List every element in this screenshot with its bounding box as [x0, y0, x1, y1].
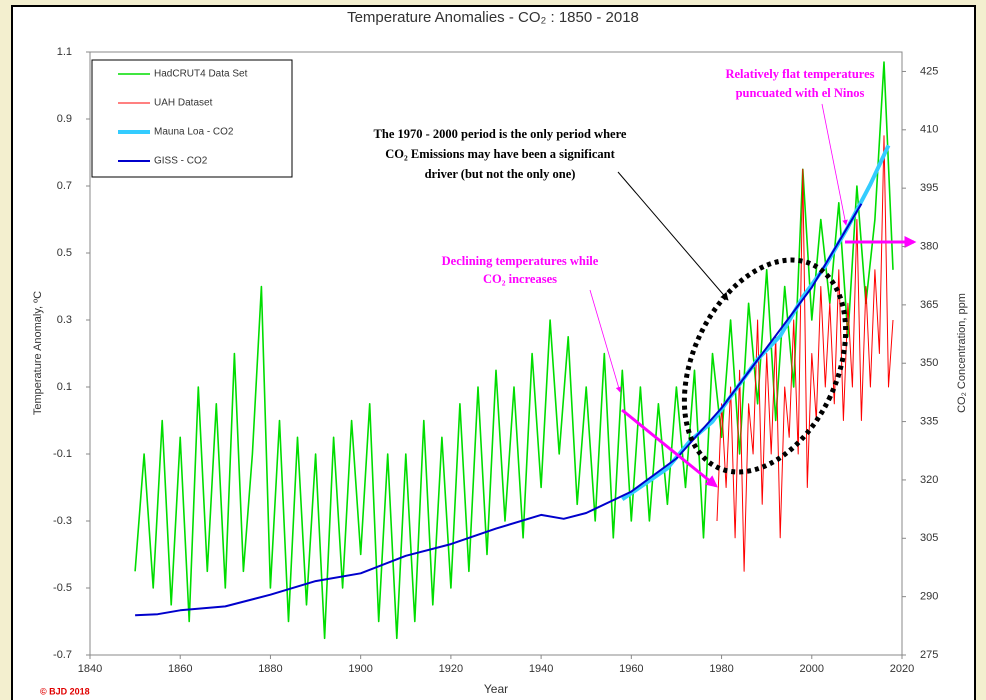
x-tick-label: 2020	[890, 663, 914, 675]
y2-tick-label: 425	[920, 65, 938, 77]
y2-tick-label: 335	[920, 415, 938, 427]
legend-label: HadCRUT4 Data Set	[154, 69, 248, 80]
y2-tick-label: 410	[920, 124, 938, 136]
chart-title: Temperature Anomalies - CO₂ : 1850 - 201…	[347, 9, 639, 26]
pointer-arrow	[617, 171, 729, 301]
y2-axis-label: CO₂ Concentration, ppm	[956, 293, 968, 413]
annotation: Relatively flat temperatures	[725, 67, 874, 81]
x-tick-label: 1840	[78, 663, 102, 675]
x-tick-label: 1920	[439, 663, 463, 675]
y-tick-label: 1.1	[57, 46, 72, 58]
x-tick-label: 1940	[529, 663, 553, 675]
y-tick-label: 0.9	[57, 113, 72, 125]
copyright: © BJD 2018	[40, 686, 90, 696]
y-tick-label: 0.1	[57, 381, 72, 393]
plot	[134, 61, 894, 640]
y-tick-label: 0.3	[57, 314, 72, 326]
y-tick-label: -0.7	[53, 649, 72, 661]
y2-tick-label: 305	[920, 532, 938, 544]
y2-tick-label: 275	[920, 649, 938, 661]
y-tick-label: -0.1	[53, 448, 72, 460]
y-tick-label: -0.5	[53, 582, 72, 594]
x-tick-label: 2000	[800, 663, 824, 675]
legend-label: Mauna Loa - CO2	[154, 127, 234, 138]
plot-area	[89, 51, 903, 656]
period-ellipse	[681, 257, 849, 475]
series-line	[134, 61, 894, 640]
x-tick-label: 1880	[258, 663, 282, 675]
y2-tick-label: 290	[920, 591, 938, 603]
legend	[91, 59, 293, 178]
y2-tick-label: 395	[920, 182, 938, 194]
annotation: Declining temperatures while	[442, 254, 599, 268]
y-tick-label: 0.7	[57, 180, 72, 192]
series-line	[716, 135, 894, 572]
annotation: The 1970 - 2000 period is the only perio…	[374, 127, 627, 141]
x-axis-label: Year	[484, 682, 508, 696]
legend-label: UAH Dataset	[154, 98, 213, 109]
x-tick-label: 1980	[709, 663, 733, 675]
x-tick-label: 1860	[168, 663, 192, 675]
y-tick-label: 0.5	[57, 247, 72, 259]
annotation: CO₂ increases	[483, 272, 557, 286]
y2-tick-label: 365	[920, 299, 938, 311]
y2-tick-label: 380	[920, 240, 938, 252]
annotation: puncuated with el Ninos	[736, 86, 865, 100]
series-line	[135, 203, 863, 617]
legend-label: GISS - CO2	[154, 156, 208, 167]
y-axis-label: Temperature Anomaly, ºC	[32, 291, 44, 415]
y2-tick-label: 320	[920, 474, 938, 486]
y-tick-label: -0.3	[53, 515, 72, 527]
pointer-arrow	[589, 289, 622, 393]
x-tick-label: 1900	[348, 663, 372, 675]
trend-arrow	[621, 408, 718, 488]
pointer-arrow	[821, 103, 848, 226]
annotation: CO₂ Emissions may have been a significan…	[385, 147, 615, 161]
annotation: driver (but not the only one)	[425, 167, 576, 181]
x-tick-label: 1960	[619, 663, 643, 675]
y2-tick-label: 350	[920, 357, 938, 369]
